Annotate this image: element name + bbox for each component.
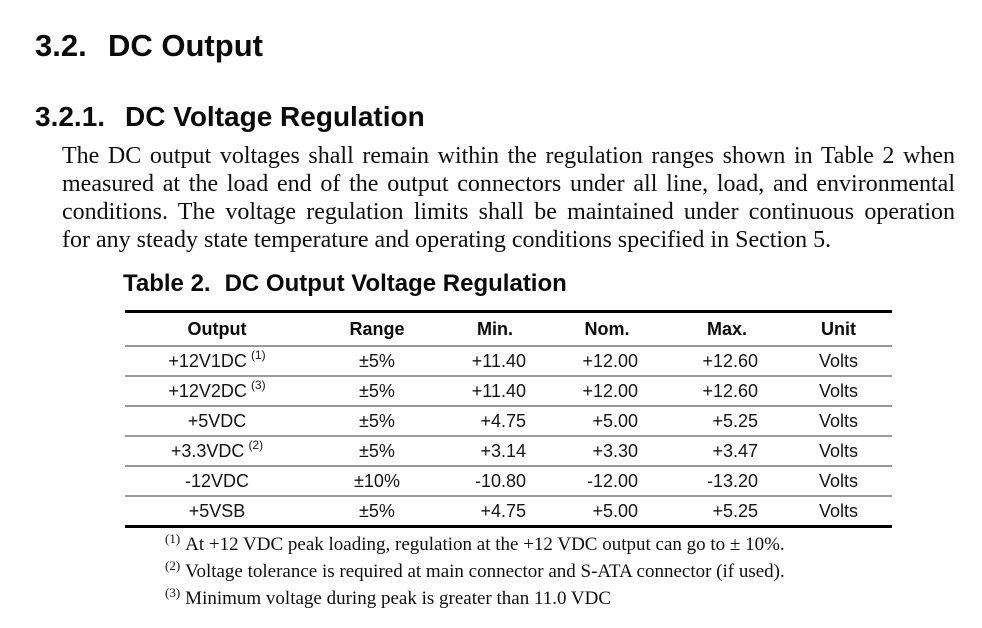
cell-range: ±5% <box>359 381 395 401</box>
paragraph-line: conditions. The voltage regulation limit… <box>62 199 955 225</box>
cell-output: +5VSB <box>188 501 246 521</box>
section-title: DC Output <box>108 28 263 63</box>
footnote-marker: (3) <box>165 584 181 600</box>
table-row: +12V2DC (3) ±5% +11.40 +12.00 +12.60 Volt… <box>125 375 892 405</box>
cell-max: -13.20 <box>706 471 758 491</box>
cell-output: +12V1DC (1) <box>168 348 266 371</box>
cell-output: -12VDC <box>184 471 250 491</box>
cell-output: +5VDC <box>187 411 247 431</box>
cell-nom: +12.00 <box>582 351 638 371</box>
footnote-ref: (2) <box>248 438 264 452</box>
paragraph-line: measured at the load end of the output c… <box>62 171 955 197</box>
cell-max: +5.25 <box>712 411 758 431</box>
cell-range: ±5% <box>359 441 395 461</box>
footnote-marker: (2) <box>165 557 181 573</box>
footnote-ref: (1) <box>250 348 266 362</box>
footnote-ref: (3) <box>250 378 266 392</box>
table-row: +3.3VDC (2) ±5% +3.14 +3.30 +3.47 Volts <box>125 435 892 465</box>
cell-output: +3.3VDC (2) <box>170 438 264 461</box>
cell-range: ±10% <box>354 471 400 491</box>
subsection-heading: 3.2.1. DC Voltage Regulation <box>35 103 425 131</box>
cell-range: ±5% <box>359 351 395 371</box>
cell-min: +3.14 <box>480 441 526 461</box>
cell-nom: -12.00 <box>586 471 638 491</box>
cell-unit: Volts <box>818 411 859 431</box>
table-footnotes: (1) At +12 VDC peak loading, regulation a… <box>165 531 785 612</box>
cell-range: ±5% <box>359 501 395 521</box>
column-header-range: Range <box>349 319 405 339</box>
subsection-number: 3.2.1. <box>35 101 106 132</box>
cell-nom: +12.00 <box>582 381 638 401</box>
footnote: (3) Minimum voltage during peak is greate… <box>165 585 785 612</box>
cell-max: +12.60 <box>702 351 758 371</box>
footnote-text: Voltage tolerance is required at main co… <box>185 561 785 582</box>
column-header-min: Min. <box>477 319 513 339</box>
paragraph-line: The DC output voltages shall remain with… <box>62 143 955 169</box>
footnote-marker: (1) <box>165 530 181 546</box>
table-caption-title: DC Output Voltage Regulation <box>224 270 567 297</box>
footnote-text: Minimum voltage during peak is greater t… <box>185 588 612 609</box>
paragraph-line: for any steady state temperature and ope… <box>62 227 832 253</box>
section-heading: 3.2. DC Output <box>35 30 263 61</box>
table-row: -12VDC ±10% -10.80 -12.00 -13.20 Volts <box>125 465 892 495</box>
subsection-title: DC Voltage Regulation <box>125 101 425 132</box>
cell-nom: +5.00 <box>592 501 638 521</box>
cell-unit: Volts <box>818 441 859 461</box>
cell-min: -10.80 <box>474 471 526 491</box>
cell-unit: Volts <box>818 351 859 371</box>
cell-min: +4.75 <box>480 411 526 431</box>
footnote-text: At +12 VDC peak loading, regulation at t… <box>185 534 785 555</box>
table-row: +12V1DC (1) ±5% +11.40 +12.00 +12.60 Volt… <box>125 345 892 375</box>
cell-nom: +3.30 <box>592 441 638 461</box>
column-header-output: Output <box>187 319 247 339</box>
column-header-max: Max. <box>706 319 748 339</box>
table-row: +5VDC ±5% +4.75 +5.00 +5.25 Volts <box>125 405 892 435</box>
cell-range: ±5% <box>359 411 395 431</box>
cell-nom: +5.00 <box>592 411 638 431</box>
dc-output-voltage-regulation-table: Output Range Min. Nom. Max. Unit +12V1DC… <box>125 310 892 528</box>
cell-min: +11.40 <box>471 351 526 371</box>
cell-max: +3.47 <box>712 441 758 461</box>
section-number: 3.2. <box>35 28 87 63</box>
table-caption: Table 2. DC Output Voltage Regulation <box>123 272 567 296</box>
table-row: +5VSB ±5% +4.75 +5.00 +5.25 Volts <box>125 495 892 525</box>
cell-max: +5.25 <box>712 501 758 521</box>
footnote: (1) At +12 VDC peak loading, regulation a… <box>165 531 785 558</box>
column-header-unit: Unit <box>821 319 856 339</box>
table-header-row: Output Range Min. Nom. Max. Unit <box>125 313 892 345</box>
cell-unit: Volts <box>818 471 859 491</box>
table-caption-label: Table 2. <box>123 270 211 297</box>
cell-max: +12.60 <box>702 381 758 401</box>
cell-unit: Volts <box>818 381 859 401</box>
column-header-nom: Nom. <box>584 319 630 339</box>
cell-min: +4.75 <box>480 501 526 521</box>
cell-min: +11.40 <box>471 381 526 401</box>
cell-unit: Volts <box>818 501 859 521</box>
footnote: (2) Voltage tolerance is required at main… <box>165 558 785 585</box>
body-paragraph: The DC output voltages shall remain with… <box>62 142 955 254</box>
cell-output: +12V2DC (3) <box>168 378 266 401</box>
